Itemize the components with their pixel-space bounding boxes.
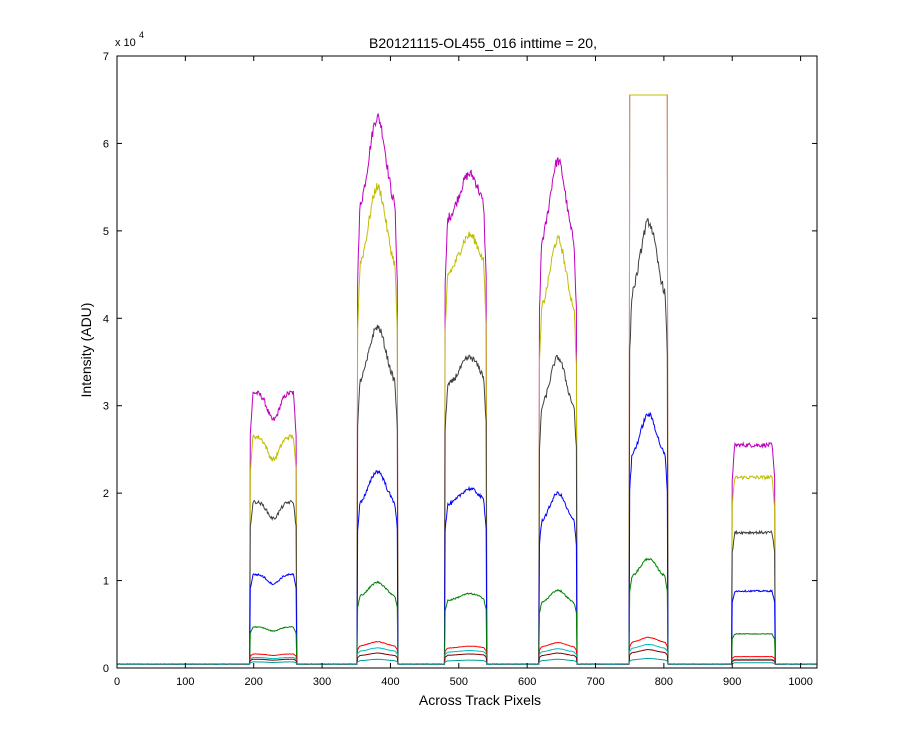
y-tick-label: 4 xyxy=(103,313,109,325)
x-ticks: 0 100 200 300 400 500 600 700 800 900 1000 xyxy=(114,56,813,688)
plot-area: 0 100 200 300 400 500 600 700 800 900 1000 0 1 2 3 4 5 6… xyxy=(103,51,818,688)
x-tick-label: 800 xyxy=(655,676,673,688)
y-multiplier-exponent: 4 xyxy=(139,30,144,40)
y-tick-label: 3 xyxy=(103,401,109,413)
y-ticks: 0 1 2 3 4 5 6 7 xyxy=(103,51,817,675)
x-tick-label: 200 xyxy=(245,676,263,688)
series-line-9 xyxy=(116,657,817,665)
series-group xyxy=(116,94,817,665)
x-tick-label: 1000 xyxy=(788,676,812,688)
x-tick-label: 0 xyxy=(114,676,120,688)
x-tick-label: 300 xyxy=(313,676,331,688)
y-axis-label: Intensity (ADU) xyxy=(78,303,94,398)
y-tick-label: 5 xyxy=(103,226,109,238)
x-tick-label: 100 xyxy=(176,676,194,688)
plot-frame xyxy=(116,55,818,669)
y-multiplier-label: x 10 xyxy=(115,37,136,49)
y-tick-label: 7 xyxy=(103,51,109,63)
x-tick-label: 700 xyxy=(586,676,604,688)
y-tick-label: 6 xyxy=(103,138,109,150)
x-tick-label: 500 xyxy=(450,676,468,688)
chart-title: B20121115-OL455_016 inttime = 20, xyxy=(369,35,597,51)
x-tick-label: 400 xyxy=(381,676,399,688)
y-tick-label: 1 xyxy=(103,576,109,588)
x-tick-label: 900 xyxy=(723,676,741,688)
y-tick-label: 2 xyxy=(103,488,109,500)
y-tick-label: 0 xyxy=(103,663,109,675)
x-axis-label: Across Track Pixels xyxy=(419,692,541,708)
x-tick-label: 600 xyxy=(518,676,536,688)
